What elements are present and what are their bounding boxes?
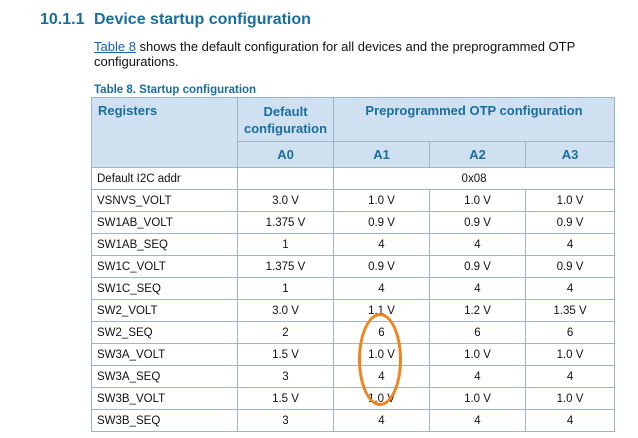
subheader-a1: A1 [333,141,430,168]
cell-a2: 4 [429,233,526,256]
section-title: Device startup configuration [94,11,311,28]
cell-a1: 1.0 V [333,189,430,212]
register-name: SW1C_VOLT [91,255,238,278]
table-row: SW1AB_SEQ 1 4 4 4 [91,233,616,256]
table-row: VSNVS_VOLT 3.0 V 1.0 V 1.0 V 1.0 V [91,189,616,212]
table-row: SW2_SEQ 2 6 6 6 [91,321,616,344]
cell-a0: 3 [237,409,334,432]
cell-a1: 1.1 V [333,299,430,322]
cell-a1: 4 [333,277,430,300]
table-row: SW3B_SEQ 3 4 4 4 [91,409,616,432]
cell-a3: 0.9 V [524,211,616,234]
subheader-a0: A0 [237,141,334,168]
cell-a0: 3.0 V [237,189,334,212]
cell-a0: 1 [237,277,334,300]
cell-a1: 0.9 V [333,211,430,234]
cell-a2: 4 [429,409,526,432]
table-row: SW2_VOLT 3.0 V 1.1 V 1.2 V 1.35 V [91,299,616,322]
section-heading: 10.1.1 Device startup configuration [40,11,311,29]
cell-a3: 1.0 V [524,189,616,212]
cell-a0: 1.5 V [237,387,334,410]
header-registers: Registers [91,97,238,168]
cell-a0: 3 [237,365,334,388]
cell-a3: 1.35 V [524,299,616,322]
table-row: SW3B_VOLT 1.5 V 1.0 V 1.0 V 1.0 V [91,387,616,410]
cell-a1: 1.0 V [333,387,430,410]
cell-a2: 6 [429,321,526,344]
table-row: SW1C_VOLT 1.375 V 0.9 V 0.9 V 0.9 V [91,255,616,278]
cell-a2: 4 [429,277,526,300]
cell-a2: 4 [429,365,526,388]
i2c-address-value [237,167,334,190]
cell-a1: 6 [333,321,430,344]
header-default: Default configuration [237,97,334,142]
table-row: SW3A_VOLT 1.5 V 1.0 V 1.0 V 1.0 V [91,343,616,366]
register-name: SW3A_VOLT [91,343,238,366]
cell-a1: 4 [333,409,430,432]
cell-a3: 6 [524,321,616,344]
register-name: SW1AB_VOLT [91,211,238,234]
table-8-link[interactable]: Table 8 [94,39,136,54]
cell-a0: 1.375 V [237,255,334,278]
cell-a0: 3.0 V [237,299,334,322]
cell-a2: 1.0 V [429,343,526,366]
cell-a3: 4 [524,365,616,388]
register-rows: VSNVS_VOLT 3.0 V 1.0 V 1.0 V 1.0 V SW1AB_VOLT… [91,189,616,432]
cell-a1: 1.0 V [333,343,430,366]
cell-a3: 4 [524,409,616,432]
cell-a1: 0.9 V [333,255,430,278]
register-name: SW2_SEQ [91,321,238,344]
subheader-a2: A2 [429,141,526,168]
subheader-a3: A3 [524,141,616,168]
cell-a3: 4 [524,233,616,256]
cell-a1: 4 [333,233,430,256]
cell-a2: 0.9 V [429,211,526,234]
cell-a3: 1.0 V [524,343,616,366]
register-name: SW1AB_SEQ [91,233,238,256]
register-name: SW3A_SEQ [91,365,238,388]
intro-text: shows the default configuration for all … [94,39,576,69]
i2c-address-value: 0x08 [332,167,616,190]
table-caption: Table 8. Startup configuration [94,84,257,96]
register-name: SW3B_VOLT [91,387,238,410]
register-name: SW3B_SEQ [91,409,238,432]
cell-a2: 1.0 V [429,387,526,410]
cell-a3: 4 [524,277,616,300]
cell-a3: 0.9 V [524,255,616,278]
section-number: 10.1.1 [40,11,85,28]
cell-a0: 1.5 V [237,343,334,366]
table-row: SW1AB_VOLT 1.375 V 0.9 V 0.9 V 0.9 V [91,211,616,234]
cell-a2: 0.9 V [429,255,526,278]
register-name: VSNVS_VOLT [91,189,238,212]
intro-paragraph: Table 8 shows the default configuration … [94,39,624,69]
cell-a0: 1.375 V [237,211,334,234]
cell-a3: 1.0 V [524,387,616,410]
register-name: SW2_VOLT [91,299,238,322]
table-row: SW3A_SEQ 3 4 4 4 [91,365,616,388]
register-name: Default I2C addr [91,167,238,190]
startup-configuration-table: Registers Default configuration Preprogr… [91,97,616,432]
register-name: SW1C_SEQ [91,277,238,300]
header-otp: Preprogrammed OTP configuration [332,97,616,142]
cell-a2: 1.0 V [429,189,526,212]
cell-a2: 1.2 V [429,299,526,322]
table-row: Default I2C addr 0x08 [91,167,616,190]
cell-a0: 2 [237,321,334,344]
cell-a1: 4 [333,365,430,388]
table-row: SW1C_SEQ 1 4 4 4 [91,277,616,300]
cell-a0: 1 [237,233,334,256]
